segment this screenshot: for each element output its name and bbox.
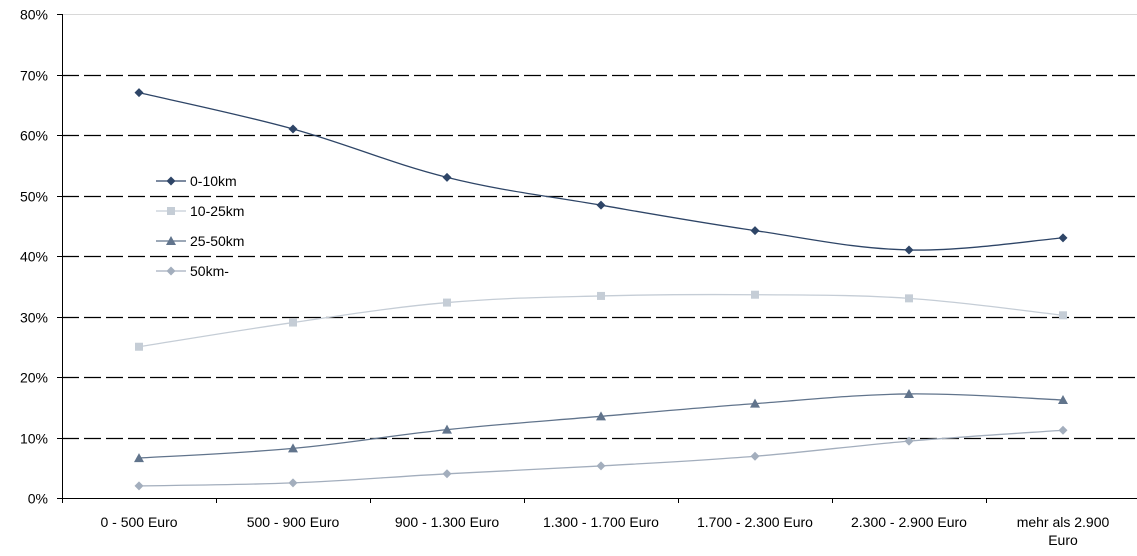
data-point <box>288 478 298 488</box>
legend-entry: 25-50km <box>156 233 244 249</box>
x-tick-label: 1.300 - 1.700 Euro <box>543 514 659 530</box>
data-point <box>750 398 760 408</box>
x-tick-label: 1.700 - 2.300 Euro <box>697 514 813 530</box>
series-50km- <box>134 425 1068 491</box>
legend-label: 0-10km <box>190 173 237 189</box>
series-10-25km <box>135 290 1067 351</box>
x-tick-label: 2.300 - 2.900 Euro <box>851 514 967 530</box>
legend-label: 50km- <box>190 263 229 279</box>
y-tick-label: 60% <box>20 128 48 144</box>
series-25-50km <box>134 388 1068 463</box>
data-point <box>750 451 760 461</box>
y-tick-label: 80% <box>20 7 48 23</box>
data-point <box>904 245 914 255</box>
data-point <box>134 88 144 98</box>
legend-entry: 10-25km <box>156 203 244 219</box>
series-lines <box>134 88 1068 491</box>
data-point <box>904 388 914 398</box>
data-point <box>1058 425 1068 435</box>
legend-entry: 0-10km <box>156 173 237 189</box>
series-line <box>138 293 1064 348</box>
y-tick-label: 0% <box>28 491 48 507</box>
data-point <box>905 294 913 303</box>
legend-label: 10-25km <box>190 203 244 219</box>
y-tick-label: 20% <box>20 370 48 386</box>
data-point <box>1058 233 1068 243</box>
y-tick-label: 70% <box>20 68 48 84</box>
y-tick-label: 30% <box>20 310 48 326</box>
data-point <box>596 461 606 471</box>
data-point <box>442 172 452 182</box>
gridlines <box>62 14 1137 440</box>
series-line <box>138 393 1064 459</box>
legend: 0-10km 10-25km 25-50km 50km- <box>156 173 244 279</box>
data-point <box>134 453 144 463</box>
data-point <box>134 481 144 491</box>
data-point <box>596 200 606 210</box>
y-tick-label: 50% <box>20 189 48 205</box>
y-tick-label: 10% <box>20 431 48 447</box>
data-point <box>597 291 605 300</box>
data-point <box>1058 394 1068 404</box>
series-0-10km <box>134 88 1068 255</box>
axes: 0% 10% 20% 30% 40% 50% 60% 70% 80% 0 - 500 Euro 50… <box>20 7 1137 548</box>
legend-label: 25-50km <box>190 233 244 249</box>
data-point <box>596 411 606 421</box>
data-point <box>751 290 759 299</box>
x-tick-label: 500 - 900 Euro <box>247 514 340 530</box>
data-point <box>288 443 298 453</box>
data-point <box>135 342 143 351</box>
data-point <box>442 469 452 479</box>
data-point <box>1059 311 1067 320</box>
legend-marker <box>166 236 176 245</box>
data-point <box>443 298 451 307</box>
data-point <box>289 318 297 327</box>
legend-marker <box>167 207 175 215</box>
data-point <box>750 226 760 236</box>
data-point <box>442 424 452 434</box>
legend-marker <box>166 266 176 276</box>
series-line <box>138 92 1064 251</box>
data-point <box>904 436 914 446</box>
legend-entry: 50km- <box>156 263 229 279</box>
x-tick-label: mehr als 2.900 Euro <box>1017 514 1110 548</box>
x-tick-label: 0 - 500 Euro <box>100 514 177 530</box>
legend-marker <box>166 176 176 186</box>
data-point <box>288 124 298 134</box>
x-tick-label: 900 - 1.300 Euro <box>395 514 500 530</box>
y-tick-label: 40% <box>20 249 48 265</box>
